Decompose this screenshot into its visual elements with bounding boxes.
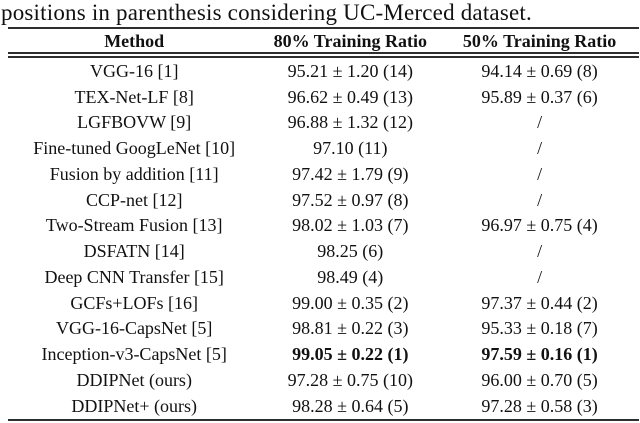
table-row: Fusion by addition [11] 97.42 ± 1.79 (9)…: [8, 161, 639, 187]
table-row: Two-Stream Fusion [13] 98.02 ± 1.03 (7) …: [8, 213, 639, 239]
method-cell: LGFBOVW [9]: [77, 112, 192, 133]
results-table: Method 80% Training Ratio 50% Training R…: [8, 27, 639, 421]
ratio80-cell: 98.02 ± 1.03 (7): [292, 215, 409, 236]
table-row: LGFBOVW [9] 96.88 ± 1.32 (12) /: [8, 110, 639, 136]
ratio80-cell: 97.52 ± 0.97 (8): [292, 189, 409, 210]
method-cell: DSFATN [14]: [83, 241, 185, 262]
ratio80-cell: 97.28 ± 0.75 (10): [287, 369, 413, 390]
table-row-best: Inception-v3-CapsNet [5] 99.05 ± 0.22 (1…: [8, 341, 639, 367]
table-row: DSFATN [14] 98.25 (6) /: [8, 238, 639, 264]
table-header-double-rule: [8, 52, 639, 58]
ratio80-cell: 96.62 ± 0.49 (13): [287, 86, 413, 107]
method-cell: Fine-tuned GoogLeNet [10]: [33, 138, 236, 159]
method-cell: Deep CNN Transfer [15]: [44, 266, 224, 287]
ratio50-cell: /: [537, 138, 543, 159]
ratio50-cell: 97.28 ± 0.58 (3): [481, 395, 598, 416]
ratio80-cell: 97.42 ± 1.79 (9): [292, 163, 409, 184]
table-caption: positions in parenthesis considering UC-…: [1, 0, 532, 25]
method-cell: GCFs+LOFs [16]: [70, 292, 199, 313]
method-cell: CCP-net [12]: [85, 189, 183, 210]
ratio50-cell: 96.97 ± 0.75 (4): [481, 215, 598, 236]
ratio50-cell: 95.89 ± 0.37 (6): [481, 86, 598, 107]
ratio80-cell: 98.25 (6): [317, 241, 384, 262]
table-row: GCFs+LOFs [16] 99.00 ± 0.35 (2) 97.37 ± …: [8, 290, 639, 316]
ratio80-cell: 99.05 ± 0.22 (1): [292, 344, 409, 365]
ratio50-cell: /: [537, 266, 543, 287]
method-cell: Fusion by addition [11]: [49, 163, 219, 184]
ratio50-cell: /: [537, 112, 543, 133]
method-cell: Two-Stream Fusion [13]: [45, 215, 223, 236]
table-bottom-rule: [8, 418, 639, 421]
table-row: DDIPNet+ (ours) 98.28 ± 0.64 (5) 97.28 ±…: [8, 393, 639, 419]
ratio80-cell: 98.28 ± 0.64 (5): [292, 395, 409, 416]
ratio50-cell: 97.37 ± 0.44 (2): [481, 292, 598, 313]
table-row: VGG-16-CapsNet [5] 98.81 ± 0.22 (3) 95.3…: [8, 316, 639, 342]
table-row: Deep CNN Transfer [15] 98.49 (4) /: [8, 264, 639, 290]
table-header-row: Method 80% Training Ratio 50% Training R…: [8, 29, 639, 52]
ratio80-cell: 96.88 ± 1.32 (12): [287, 112, 413, 133]
ratio50-cell: 94.14 ± 0.69 (8): [481, 60, 598, 81]
ratio80-cell: 97.10 (11): [313, 138, 388, 159]
ratio50-cell: 95.33 ± 0.18 (7): [481, 318, 598, 339]
column-header-50-ratio: 50% Training Ratio: [462, 30, 617, 51]
method-cell: TEX-Net-LF [8]: [74, 86, 194, 107]
method-cell: DDIPNet+ (ours): [71, 395, 198, 416]
column-header-method: Method: [104, 30, 165, 51]
ratio50-cell: /: [537, 163, 543, 184]
table-top-rule: [8, 27, 639, 29]
ratio80-cell: 95.21 ± 1.20 (14): [287, 60, 413, 81]
ratio50-cell: /: [537, 241, 543, 262]
method-cell: VGG-16-CapsNet [5]: [55, 318, 213, 339]
method-cell: DDIPNet (ours): [76, 369, 192, 390]
column-header-80-ratio: 80% Training Ratio: [273, 30, 427, 51]
table-row: Fine-tuned GoogLeNet [10] 97.10 (11) /: [8, 135, 639, 161]
ratio80-cell: 98.49 (4): [317, 266, 384, 287]
table-row: VGG-16 [1] 95.21 ± 1.20 (14) 94.14 ± 0.6…: [8, 58, 639, 84]
ratio50-cell: 96.00 ± 0.70 (5): [481, 369, 598, 390]
table-row: TEX-Net-LF [8] 96.62 ± 0.49 (13) 95.89 ±…: [8, 84, 639, 110]
ratio80-cell: 98.81 ± 0.22 (3): [292, 318, 409, 339]
ratio80-cell: 99.00 ± 0.35 (2): [292, 292, 409, 313]
table-row: DDIPNet (ours) 97.28 ± 0.75 (10) 96.00 ±…: [8, 367, 639, 393]
method-cell: VGG-16 [1]: [89, 60, 179, 81]
method-cell: Inception-v3-CapsNet [5]: [41, 344, 227, 365]
table-row: CCP-net [12] 97.52 ± 0.97 (8) /: [8, 187, 639, 213]
ratio50-cell: 97.59 ± 0.16 (1): [481, 344, 598, 365]
ratio50-cell: /: [537, 189, 543, 210]
